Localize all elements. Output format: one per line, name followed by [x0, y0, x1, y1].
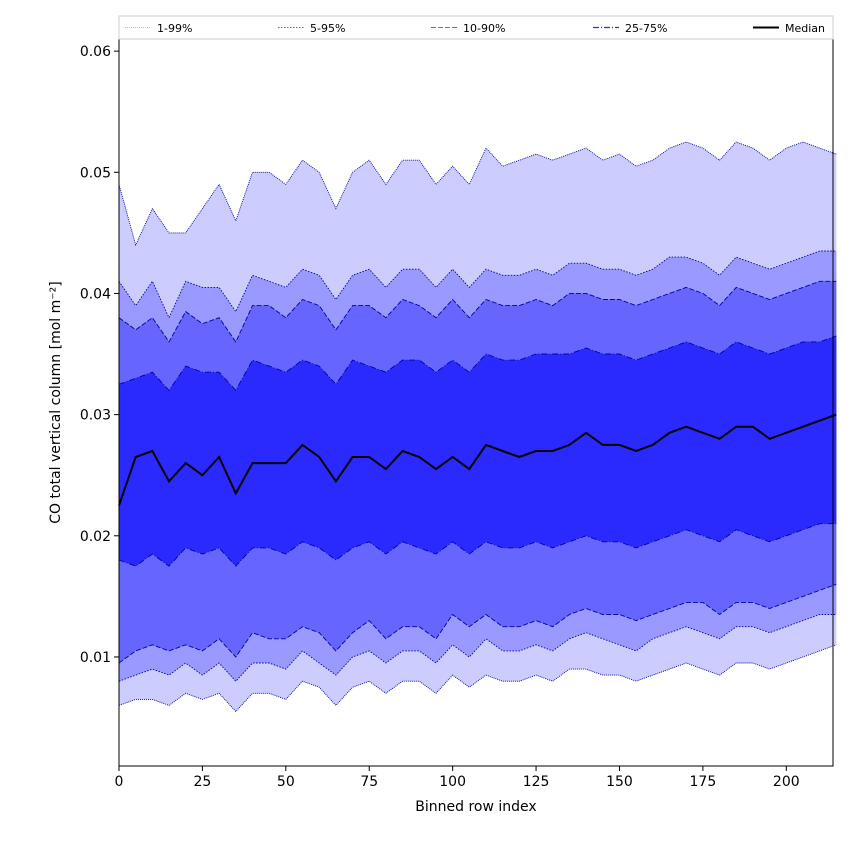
legend-box	[118, 15, 834, 40]
series-line-99pct	[118, 141, 837, 247]
band-25-75	[119, 335, 837, 567]
x-axis-label: Binned row index	[415, 799, 536, 815]
y-tick-label: 0.01	[80, 650, 111, 666]
plot-area	[118, 38, 837, 767]
y-tick-label: 0.06	[80, 44, 111, 60]
legend-label: 25-75%	[625, 22, 667, 35]
x-tick-label: 0	[115, 774, 124, 790]
legend: 1-99% 5-95% 10-90% 25-75% Median	[118, 15, 834, 40]
x-tick-label: 25	[193, 774, 211, 790]
percentile-bands	[119, 142, 837, 712]
legend-label: 10-90%	[463, 22, 505, 35]
y-tick-label: 0.03	[80, 408, 111, 424]
median-line	[118, 413, 837, 506]
series-line-90pct	[118, 280, 837, 343]
series-line-95pct	[118, 250, 837, 319]
x-tick-label: 175	[690, 774, 717, 790]
legend-label: Median	[785, 22, 825, 35]
y-tick-label: 0.02	[80, 529, 111, 545]
x-tick-label: 150	[606, 774, 633, 790]
y-tick-label: 0.05	[80, 165, 111, 181]
series-line-10pct	[118, 583, 837, 664]
series-line-5pct	[118, 614, 837, 682]
series-lines	[118, 141, 837, 713]
x-tick-label: 100	[439, 774, 466, 790]
legend-label: 1-99%	[157, 22, 192, 35]
x-tick-label: 200	[773, 774, 800, 790]
x-tick-label: 50	[277, 774, 295, 790]
y-axis-label: CO total vertical column [mol m⁻²]	[48, 281, 64, 523]
y-tick-label: 0.04	[80, 286, 111, 302]
x-tick-label: 75	[360, 774, 378, 790]
series-line-25pct	[118, 523, 837, 567]
x-tick-label: 125	[523, 774, 550, 790]
x-axis: 0 25 50 75 100 125 150 175 200	[115, 766, 800, 790]
legend-label: 5-95%	[310, 22, 345, 35]
series-line-75pct	[118, 335, 837, 392]
y-axis: 0.01 0.02 0.03 0.04 0.05 0.06	[80, 44, 119, 666]
